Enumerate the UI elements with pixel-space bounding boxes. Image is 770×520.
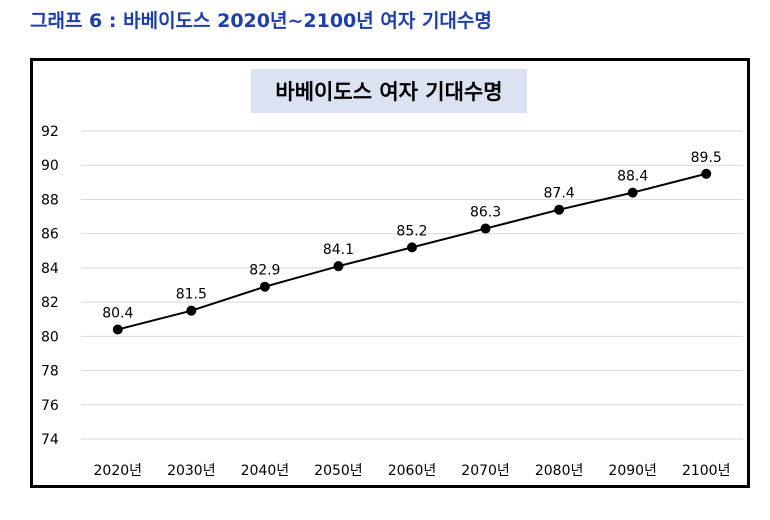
page-heading: 그래프 6 : 바베이도스 2020년~2100년 여자 기대수명 [30,10,492,32]
x-tick-label: 2030년 [167,463,216,479]
data-point [407,242,417,253]
data-point [186,305,197,316]
y-tick-label: 82 [41,295,59,311]
data-point [333,261,344,272]
y-tick-label: 74 [41,432,59,448]
data-label: 81.5 [176,287,207,303]
x-tick-label: 2020년 [94,463,143,479]
y-tick-label: 76 [41,398,59,414]
data-label: 88.4 [617,169,648,185]
y-tick-label: 88 [41,192,59,208]
series-layer [112,168,712,335]
data-label: 84.1 [323,242,354,258]
data-point [701,168,712,179]
x-tick-label: 2080년 [535,463,584,479]
x-tick-label: 2040년 [241,463,290,479]
x-axis-ticks: 2020년 2030년 2040년 2050년 2060년 2070년 2080년 2090년… [94,463,731,479]
data-label: 80.4 [102,305,133,321]
chart-title-group: 바베이도스 여자 기대수명 [251,69,527,113]
y-tick-label: 84 [41,261,59,277]
x-tick-label: 2050년 [314,463,363,479]
line-chart: 바베이도스 여자 기대수명 74 76 78 80 82 84 86 88 90 92 2020년… [41,69,743,479]
data-label: 85.2 [396,223,427,239]
data-point [112,324,123,335]
x-tick-label: 2070년 [461,463,510,479]
chart-title-background [251,69,527,113]
x-tick-label: 2100년 [682,463,731,479]
data-point [259,281,270,292]
chart-frame: 바베이도스 여자 기대수명 74 76 78 80 82 84 86 88 90 92 2020년… [30,58,750,488]
x-tick-label: 2090년 [608,463,657,479]
x-tick-label: 2060년 [388,463,437,479]
y-tick-label: 90 [41,158,59,174]
grid-layer [81,130,743,440]
chart-title: 바베이도스 여자 기대수명 [275,80,502,104]
y-tick-label: 86 [41,227,59,243]
y-tick-label: 78 [41,364,59,380]
data-point [480,223,491,234]
y-tick-label: 80 [41,329,59,345]
y-tick-label: 92 [41,124,59,140]
data-point [554,204,565,215]
data-label: 87.4 [544,186,575,202]
y-axis-ticks: 74 76 78 80 82 84 86 88 90 92 [41,124,59,448]
data-point [627,187,638,198]
data-labels: 80.4 81.5 82.9 84.1 85.2 86.3 87.4 88.4 89.5 [102,150,722,322]
data-label: 86.3 [470,205,501,221]
data-label: 82.9 [249,263,280,279]
data-label: 89.5 [691,150,722,166]
